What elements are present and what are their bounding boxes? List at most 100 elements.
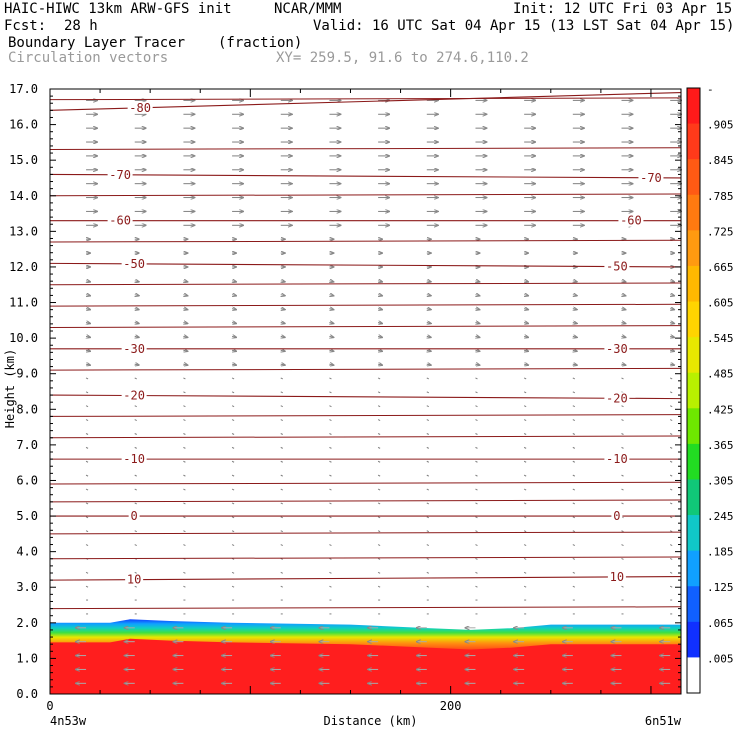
wind-vector (523, 405, 527, 408)
wind-vector (232, 336, 236, 337)
wind-vector (523, 502, 527, 505)
wind-vector (524, 350, 528, 351)
wind-vector (475, 488, 478, 491)
colorbar-label: .845 (707, 154, 734, 167)
wind-vector (280, 516, 283, 519)
wind-vector (232, 309, 236, 310)
wind-vector (573, 295, 577, 296)
contour-label-bg (604, 260, 630, 273)
wind-vector (621, 419, 624, 422)
wind-vector (621, 544, 624, 546)
wind-vector (427, 295, 431, 296)
colorbar-label: .425 (707, 403, 734, 416)
contour-label: -60 (109, 214, 131, 228)
wind-vector (86, 281, 90, 282)
wind-vector (232, 350, 236, 351)
wind-vector (183, 405, 186, 408)
contour-line (49, 531, 682, 535)
wind-vector (86, 295, 90, 296)
colorbar-label: - (707, 83, 714, 96)
wind-vector (426, 474, 430, 477)
fcst-label: Fcst: (4, 18, 47, 34)
wind-vector (377, 391, 381, 394)
wind-vector (523, 391, 527, 394)
y-tick-label: 17.0 (9, 82, 38, 96)
wind-vector (85, 377, 89, 380)
wind-vector (427, 364, 431, 365)
wind-vector (426, 571, 430, 574)
wind-vector (329, 446, 332, 449)
wind-vector (329, 295, 333, 296)
wind-vector (135, 364, 139, 365)
wind-vector (280, 433, 283, 435)
wind-vector (329, 516, 332, 519)
wind-vector (134, 571, 137, 574)
colorbar-label: .485 (707, 368, 734, 381)
axes: 0.0 1.0 2.0 3.0 4.0 5.0 6.0 7.0 8.0 9.0 10.0 11.0 12… (3, 82, 682, 728)
field-units: (fraction) (218, 35, 303, 51)
wind-vector (329, 502, 332, 505)
wind-vector (329, 585, 332, 588)
wind-vector (134, 433, 137, 435)
wind-vector (426, 460, 430, 463)
wind-vector (669, 585, 673, 588)
wind-vector (280, 502, 283, 505)
contour-label-bg (604, 392, 630, 405)
wind-vector (329, 350, 333, 351)
wind-vector (621, 446, 624, 449)
y-axis-title: Height (km) (3, 349, 17, 428)
wind-vector (572, 544, 576, 546)
y-tick-label: 9.0 (16, 367, 38, 381)
wind-vector (426, 530, 430, 533)
contour-label-bg (638, 171, 664, 184)
wind-vector (135, 281, 139, 282)
wind-vector (426, 377, 430, 380)
wind-vector (280, 391, 283, 394)
wind-vector (669, 502, 673, 505)
contour-line (49, 556, 682, 560)
wind-vector (135, 322, 139, 323)
wind-vector (426, 488, 430, 491)
contour-label-bg (121, 453, 147, 466)
wind-vector (670, 350, 674, 351)
wind-vector (475, 364, 479, 365)
y-tick-label: 0.0 (16, 687, 38, 701)
wind-vector (475, 530, 478, 533)
wind-vector (134, 405, 137, 408)
colorbar-swatch (687, 372, 700, 409)
wind-vector (281, 350, 285, 351)
contour-label: -50 (606, 260, 628, 274)
wind-vector (523, 446, 527, 449)
wind-vector (621, 377, 624, 380)
wind-vector (183, 350, 187, 351)
wind-vector (183, 571, 186, 574)
wind-vector (231, 585, 235, 588)
wind-vector (621, 405, 624, 408)
wind-vector (232, 322, 236, 323)
wind-vector (572, 488, 576, 491)
wind-vector (621, 488, 624, 491)
contour-label: -30 (606, 342, 628, 356)
colorbar-swatch (687, 586, 700, 623)
wind-vector (426, 446, 430, 449)
wind-vector (669, 391, 673, 394)
wind-vector (475, 377, 478, 380)
wind-vector (183, 433, 186, 435)
wind-vector (183, 474, 186, 477)
contour-line (49, 576, 682, 581)
wind-vector (669, 419, 673, 422)
wind-vector (231, 405, 235, 408)
wind-vector (329, 281, 333, 282)
contour-line (49, 92, 682, 111)
wind-vector (329, 309, 333, 310)
wind-vector (426, 419, 430, 422)
colorbar-frame (686, 87, 701, 694)
wind-vector (523, 530, 527, 533)
colorbar-swatch (687, 194, 700, 231)
wind-vector (572, 571, 576, 574)
wind-vector (183, 585, 186, 588)
colorbar-swatch (687, 230, 700, 267)
wind-vector (378, 322, 382, 323)
wind-vector (426, 544, 430, 546)
wind-vector (280, 405, 283, 408)
